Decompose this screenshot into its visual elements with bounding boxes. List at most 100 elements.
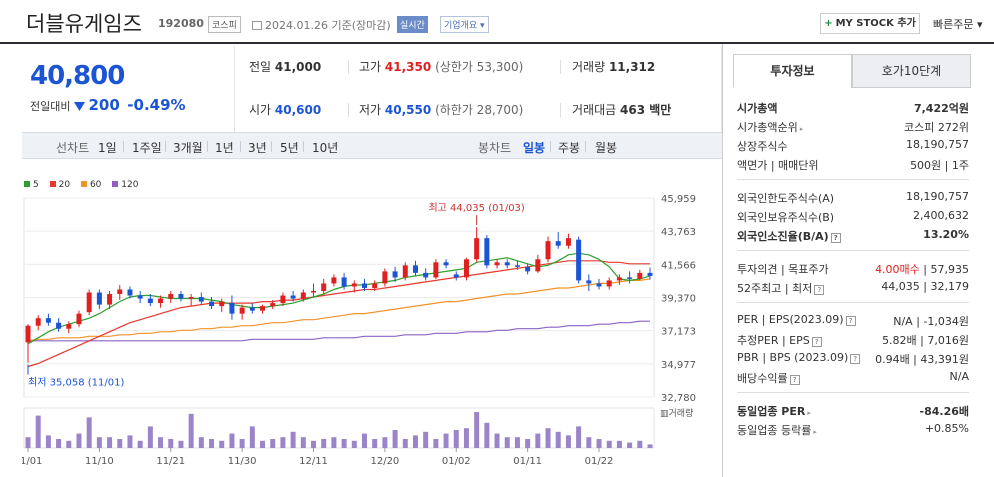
per-value: N/A | -1,034원 <box>893 315 969 328</box>
candle-body <box>514 265 520 267</box>
period-3y[interactable]: 3년 <box>248 141 267 155</box>
divider <box>737 179 969 180</box>
high-value: 41,350 <box>384 60 432 74</box>
candle-body <box>361 283 367 288</box>
market-badge: 코스피 <box>208 16 241 33</box>
candle-body <box>76 313 82 325</box>
help-icon[interactable]: ? <box>814 285 825 295</box>
divider <box>303 141 304 152</box>
help-icon[interactable]: ? <box>850 354 861 364</box>
divider <box>348 103 349 117</box>
y-tick-label: 41,566 <box>661 260 696 271</box>
chart-toolbar: 선차트 1일 1주일 3개월 1년 3년 5년 10년 봉차트 일봉 주봉 월봉 <box>22 132 722 159</box>
candle-weekly[interactable]: 주봉 <box>558 141 581 155</box>
company-overview-dropdown[interactable]: 기업개요 ▾ <box>440 16 489 33</box>
period-10y[interactable]: 10년 <box>312 141 339 155</box>
divider <box>550 141 551 152</box>
divider <box>271 141 272 152</box>
legend-swatch <box>112 181 119 187</box>
cap-rank-row[interactable]: 시가총액순위 ▸ 코스피 272위 <box>737 119 969 136</box>
help-icon[interactable]: ? <box>830 233 841 243</box>
candle-monthly[interactable]: 월봉 <box>595 141 618 155</box>
volume-bar <box>484 422 490 448</box>
volume-bar <box>576 426 582 448</box>
period-5y[interactable]: 5년 <box>280 141 299 155</box>
volume-bar <box>45 435 51 448</box>
legend-label: 20 <box>58 180 71 190</box>
52week-label: 52주최고 | 최저 <box>737 282 813 295</box>
divider <box>207 141 208 152</box>
volume-bar <box>290 431 296 448</box>
candle-body <box>280 295 286 304</box>
foreign-rate-key: 외국인소진율(B/A)? <box>737 228 841 244</box>
y-tick-label: 43,763 <box>661 227 696 238</box>
volume-bar <box>209 439 215 448</box>
current-price: 40,800 <box>30 61 125 91</box>
per-label: PER | EPS(2023.09) <box>737 313 844 326</box>
candle-body <box>107 294 113 305</box>
sector-change-row[interactable]: 동일업종 등락률 ▸ +0.85% <box>737 422 969 439</box>
x-tick-label: 11/10 <box>85 456 114 467</box>
volume-bar <box>514 437 520 448</box>
candle-daily[interactable]: 일봉 <box>523 141 546 155</box>
period-1y[interactable]: 1년 <box>215 141 234 155</box>
volume-bar <box>504 437 510 448</box>
x-tick-label: 11/30 <box>228 456 257 467</box>
tab-orderbook[interactable]: 호가10단계 <box>852 54 971 88</box>
prev-close-label: 전일 <box>249 60 272 74</box>
dividend-key: 배당수익률? <box>737 370 800 386</box>
stock-price-chart[interactable]: 45,959 43,763 41,566 39,370 37,173 34,977 32,7… <box>22 190 722 477</box>
date-info: 2024.01.26 기준(장마감) <box>252 17 391 33</box>
candle-body <box>86 292 92 313</box>
realtime-button[interactable]: 실시간 <box>397 16 428 33</box>
quick-order-dropdown[interactable]: 빠른주문 ▾ <box>933 18 983 31</box>
help-icon[interactable]: ? <box>811 337 822 347</box>
help-icon[interactable]: ? <box>845 316 856 326</box>
volume-bar <box>616 440 622 448</box>
candle-body <box>423 272 429 278</box>
volume-bar <box>188 413 194 448</box>
candle-body <box>484 238 490 266</box>
volume-area <box>23 407 655 449</box>
foreign-rate-row: 외국인소진율(B/A)? 13.20% <box>737 228 969 245</box>
52week-key: 52주최고 | 최저? <box>737 280 825 296</box>
dividend-row: 배당수익률? N/A <box>737 370 969 387</box>
divider <box>240 141 241 152</box>
stock-name: 더블유게임즈 <box>26 12 142 36</box>
period-3m[interactable]: 3개월 <box>173 141 203 155</box>
volume-bar <box>535 433 541 448</box>
help-icon[interactable]: ? <box>789 375 800 385</box>
volume-label: ▥거래량 <box>660 407 693 419</box>
volume-bar <box>107 437 113 448</box>
candle-body <box>494 262 500 266</box>
divider <box>348 60 349 74</box>
divider <box>123 141 124 152</box>
candle-body <box>545 241 551 260</box>
volume-bar <box>321 439 327 448</box>
foreign-rate-value: 13.20% <box>923 228 969 241</box>
cap-rank-key: 시가총액순위 ▸ <box>737 119 803 135</box>
volume-bar <box>565 435 571 448</box>
candle-body <box>198 297 204 302</box>
candle-body <box>321 283 327 291</box>
sector-per-row[interactable]: 동일업종 PER ▸ -84.26배 <box>737 403 969 420</box>
period-1w[interactable]: 1주일 <box>132 141 162 155</box>
foreign-hold-row: 외국인보유주식수(B) 2,400,632 <box>737 209 969 226</box>
candle-body <box>341 277 347 287</box>
candle-body <box>351 283 357 287</box>
candle-body <box>606 280 612 287</box>
period-1d[interactable]: 1일 <box>98 141 117 155</box>
sector-change-key: 동일업종 등락률 ▸ <box>737 422 817 438</box>
candle-body <box>66 324 72 329</box>
candle-body <box>474 238 480 260</box>
candle-body <box>219 301 225 307</box>
sector-per-label: 동일업종 PER <box>737 405 806 418</box>
tab-underline <box>851 87 970 88</box>
add-mystock-button[interactable]: + MY STOCK 추가 <box>820 13 920 34</box>
low-price: 저가 40,550 (하한가 28,700) <box>359 101 523 118</box>
tab-invest-info[interactable]: 투자정보 <box>733 54 852 88</box>
low-value: 40,550 <box>384 103 432 117</box>
volume-bar <box>56 439 62 448</box>
legend-swatch <box>49 181 56 187</box>
candle-body <box>412 265 418 273</box>
